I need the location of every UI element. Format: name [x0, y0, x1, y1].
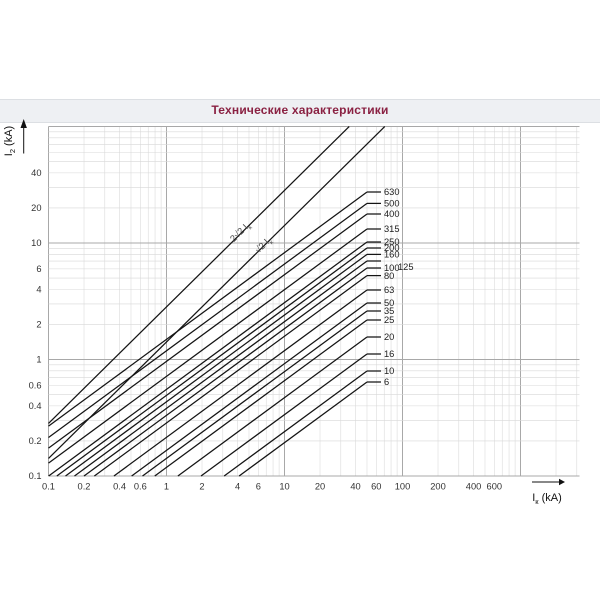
svg-text:630: 630 [384, 187, 400, 197]
svg-text:125: 125 [398, 262, 414, 272]
svg-text:400: 400 [466, 482, 482, 492]
svg-text:0.2: 0.2 [78, 482, 91, 492]
svg-text:0.4: 0.4 [113, 482, 126, 492]
svg-text:10: 10 [384, 366, 394, 376]
svg-text:20: 20 [384, 332, 394, 342]
svg-text:600: 600 [487, 482, 503, 492]
svg-text:0.1: 0.1 [29, 471, 42, 481]
svg-text:1: 1 [36, 355, 41, 365]
svg-text:315: 315 [384, 224, 400, 234]
svg-text:4: 4 [235, 482, 240, 492]
svg-text:500: 500 [384, 199, 400, 209]
svg-text:10: 10 [279, 482, 289, 492]
svg-text:2: 2 [199, 482, 204, 492]
svg-text:63: 63 [384, 285, 394, 295]
svg-text:6: 6 [256, 482, 261, 492]
svg-text:80: 80 [384, 271, 394, 281]
svg-text:40: 40 [350, 482, 360, 492]
svg-text:0.6: 0.6 [134, 482, 147, 492]
svg-text:1: 1 [164, 482, 169, 492]
svg-text:160: 160 [384, 250, 400, 260]
svg-text:6: 6 [384, 377, 389, 387]
svg-text:0.4: 0.4 [29, 401, 42, 411]
svg-text:16: 16 [384, 349, 394, 359]
svg-text:25: 25 [384, 315, 394, 325]
svg-text:100: 100 [395, 482, 411, 492]
svg-text:10: 10 [31, 238, 41, 248]
svg-text:40: 40 [31, 168, 41, 178]
svg-text:6: 6 [36, 264, 41, 274]
svg-text:20: 20 [315, 482, 325, 492]
svg-text:0.2: 0.2 [29, 436, 42, 446]
svg-text:200: 200 [430, 482, 446, 492]
svg-text:400: 400 [384, 209, 400, 219]
svg-text:20: 20 [31, 203, 41, 213]
svg-text:0.6: 0.6 [29, 381, 42, 391]
svg-text:60: 60 [371, 482, 381, 492]
svg-text:0.1: 0.1 [42, 482, 55, 492]
svg-text:4: 4 [36, 285, 41, 295]
svg-text:2: 2 [36, 320, 41, 330]
